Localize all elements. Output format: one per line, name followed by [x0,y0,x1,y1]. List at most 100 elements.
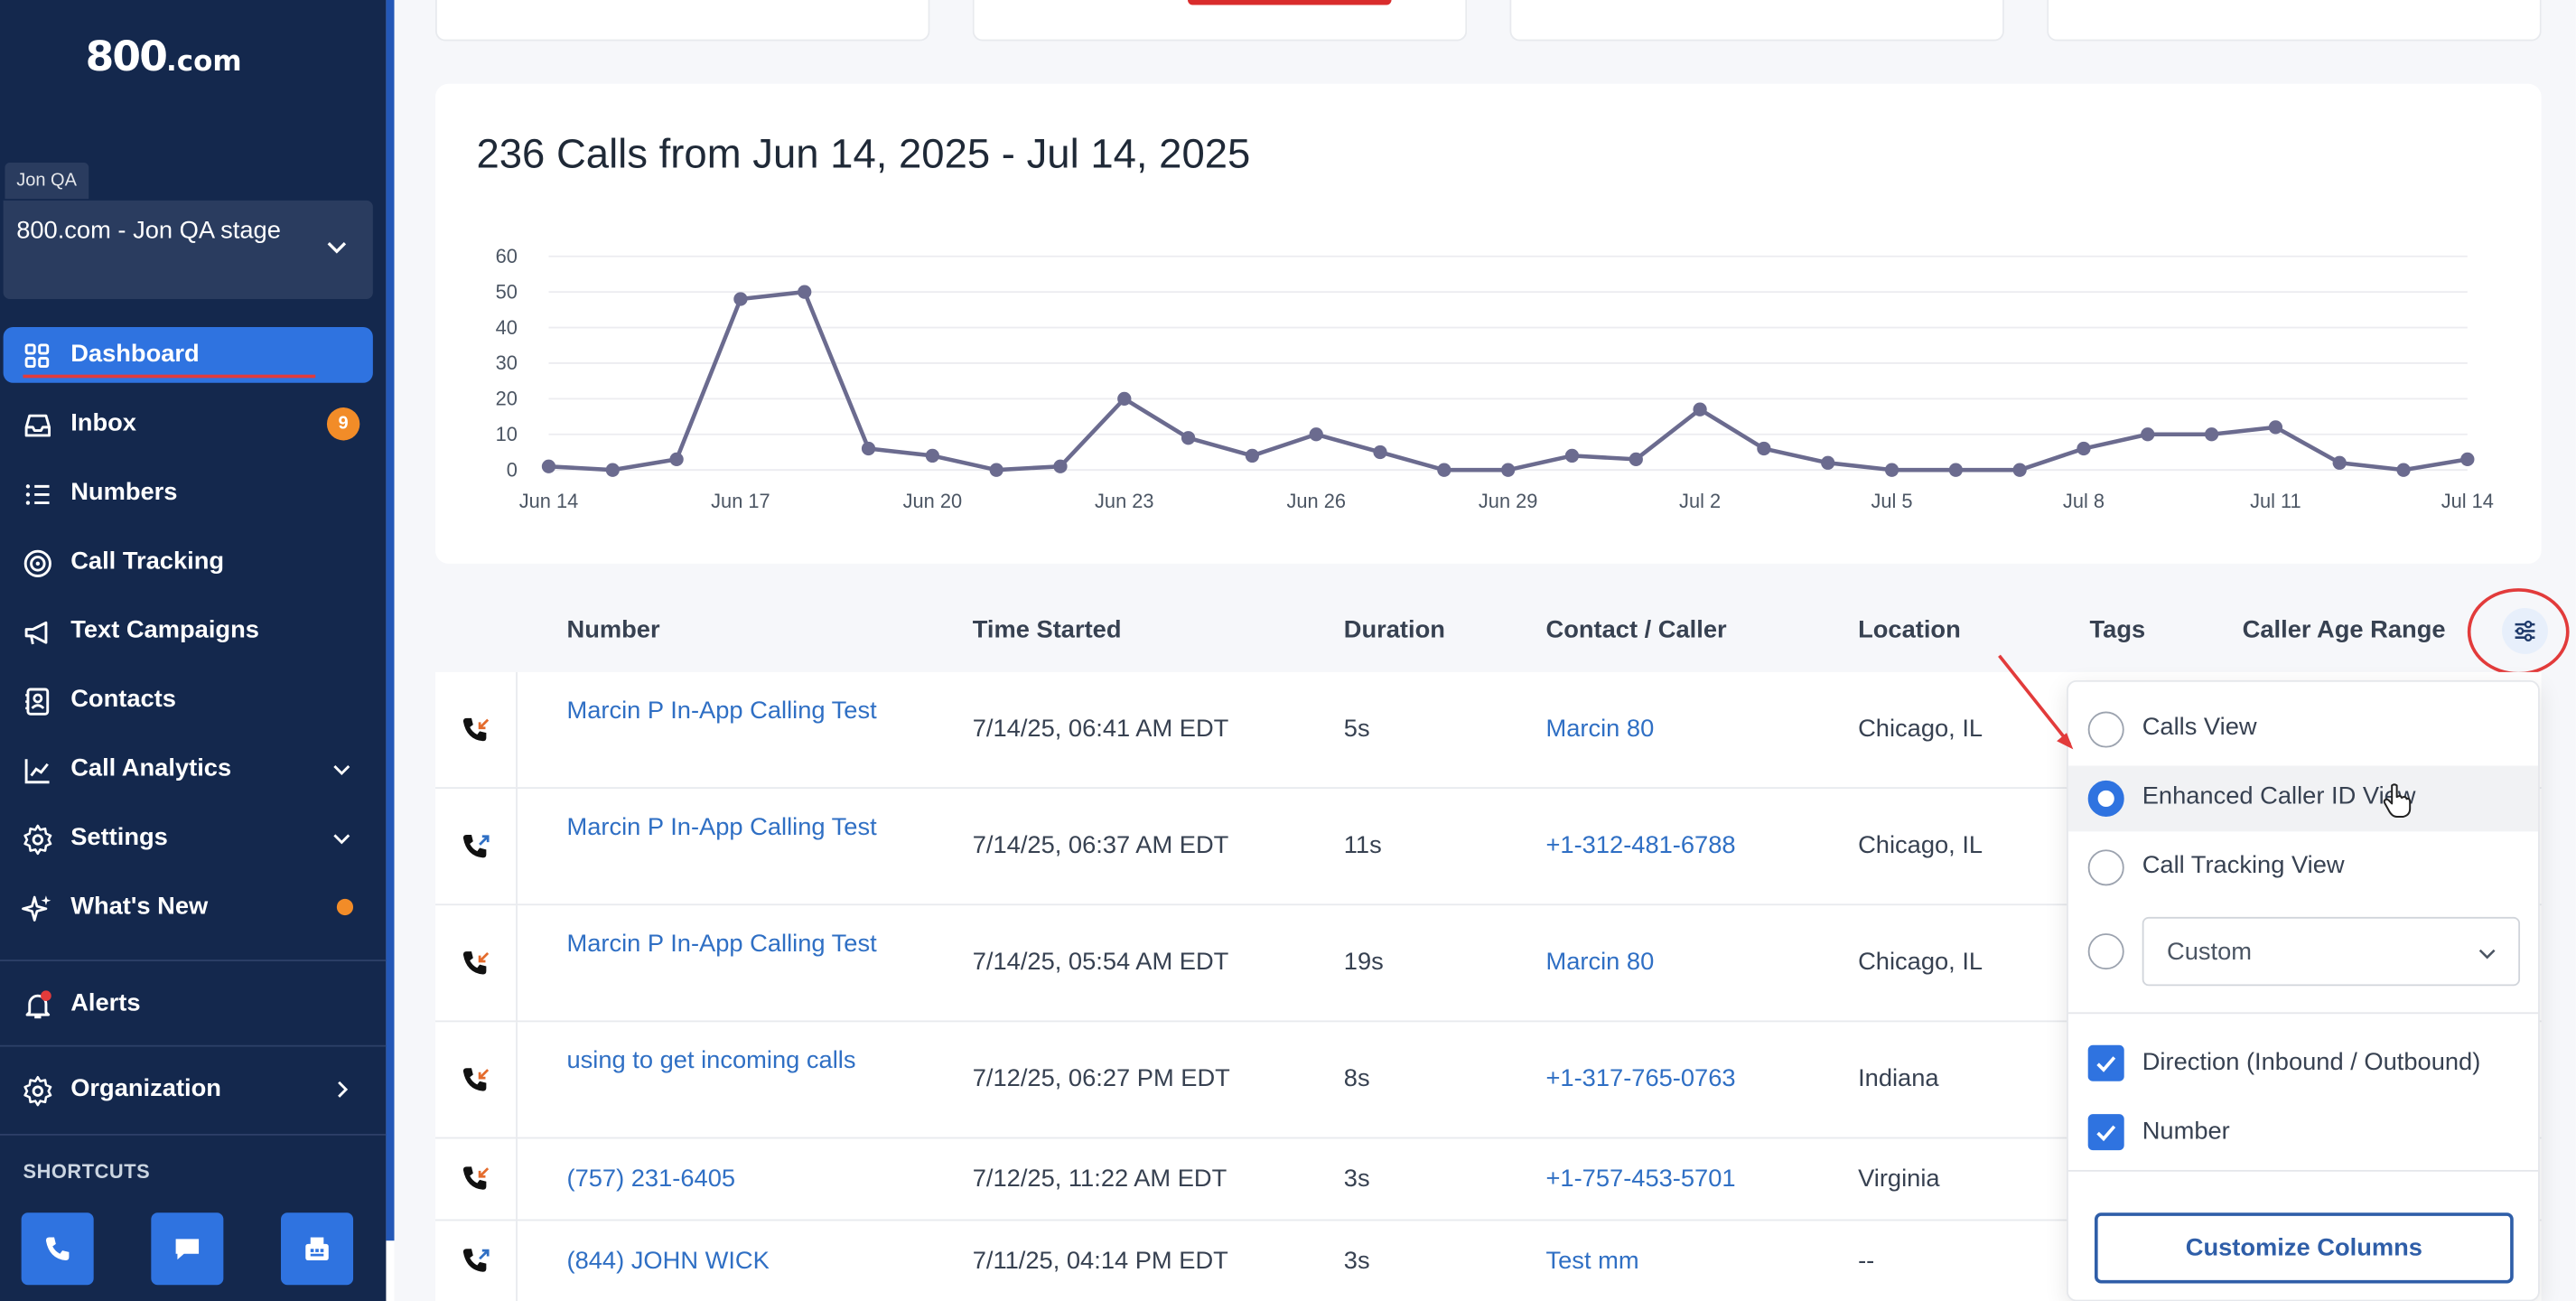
inbound-call-icon [462,1068,490,1091]
shortcut-fax-button[interactable] [281,1212,354,1286]
call-contact-link[interactable]: Test mm [1545,1247,1639,1276]
sidebar-item-label: Organization [70,1074,221,1103]
call-number-link[interactable]: (757) 231-6405 [566,1165,736,1193]
data-point [1948,463,1963,477]
x-tick-label: Jun 29 [1479,490,1538,512]
table-row[interactable]: (844) JOHN WICK 7/11/25, 04:14 PM EDT 3s… [435,1221,2542,1301]
sidebar-item-contacts[interactable]: Contacts [4,672,373,728]
view-option-enhanced-caller-id[interactable]: Enhanced Caller ID View [2067,765,2539,832]
data-point [1053,459,1068,473]
account-name: 800.com - Jon QA stage [16,217,281,246]
data-point [2396,463,2411,477]
header-caller-age[interactable]: Caller Age Range [2242,616,2446,644]
outbound-call-icon [462,834,490,858]
call-number-link[interactable]: (844) JOHN WICK [566,1247,770,1276]
call-location: Chicago, IL [1858,948,1983,977]
option-label: Call Tracking View [2142,851,2345,880]
sidebar-item-settings[interactable]: Settings [4,810,373,866]
data-point [1693,402,1707,417]
call-number-link[interactable]: Marcin P In-App Calling Test [566,697,877,725]
call-time: 7/11/25, 04:14 PM EDT [972,1247,1228,1276]
sidebar-item-label: Alerts [70,988,141,1017]
sidebar-item-label: Inbox [70,408,136,437]
radio-button[interactable] [2087,711,2124,748]
call-location: Chicago, IL [1858,831,1983,860]
direction-cell [435,671,518,788]
data-point [2332,455,2347,470]
sidebar-item-dashboard[interactable]: Dashboard [3,326,373,383]
table-row[interactable]: Marcin P In-App Calling Test 7/14/25, 05… [434,905,2542,1023]
radio-button[interactable] [2087,933,2124,970]
customize-columns-button[interactable]: Customize Columns [2094,1212,2514,1284]
sidebar-item-call-tracking[interactable]: Call Tracking [4,534,373,590]
table-row[interactable]: using to get incoming calls 7/12/25, 06:… [434,1022,2542,1139]
calls-chart-card: 236 Calls from Jun 14, 2025 - Jul 14, 20… [434,83,2542,564]
direction-cell [435,789,518,904]
account-switcher[interactable]: 800.com - Jon QA stage [3,200,373,300]
outbound-call-icon [462,1249,490,1272]
dashboard-icon [24,343,50,369]
header-duration[interactable]: Duration [1343,616,1445,644]
sidebar-item-inbox[interactable]: Inbox 9 [4,396,373,452]
x-tick-label: Jul 8 [2063,490,2105,512]
header-contact[interactable]: Contact / Caller [1545,616,1727,644]
shortcut-message-button[interactable] [151,1212,224,1286]
x-tick-label: Jul 11 [2250,490,2301,512]
sidebar-item-label: Text Campaigns [70,616,259,644]
x-tick-label: Jun 17 [711,490,770,512]
call-contact-link[interactable]: Marcin 80 [1545,948,1655,977]
sidebar-item-label: Dashboard [70,340,200,369]
data-point [2012,463,2027,477]
data-point [541,459,556,473]
view-option-custom[interactable] [2068,919,2538,985]
data-point [1373,445,1387,460]
direction-checkbox[interactable] [2087,1044,2124,1081]
custom-view-value: Custom [2166,938,2253,967]
view-option-calls[interactable]: Calls View [2068,697,2538,763]
table-row[interactable]: (757) 231-6405 7/12/25, 11:22 AM EDT 3s … [434,1138,2542,1221]
call-contact-link[interactable]: +1-317-765-0763 [1545,1064,1736,1093]
custom-view-select[interactable]: Custom [2142,916,2521,987]
header-tags[interactable]: Tags [2089,616,2146,644]
data-point [798,285,812,299]
radio-button[interactable] [2087,849,2124,886]
shortcut-call-button[interactable] [21,1212,94,1286]
table-row[interactable]: Marcin P In-App Calling Test 7/14/25, 06… [434,671,2542,790]
account-tag: Jon QA [5,163,89,200]
sidebar-divider [0,959,387,961]
table-row[interactable]: Marcin P In-App Calling Test 7/14/25, 06… [434,789,2542,906]
data-point [1629,452,1643,466]
call-contact-link[interactable]: Marcin 80 [1545,715,1655,744]
summary-card [1509,0,2004,42]
call-number-link[interactable]: Marcin P In-App Calling Test [566,813,877,842]
inbound-call-icon [462,1166,490,1190]
sidebar-item-call-analytics[interactable]: Call Analytics [4,741,373,797]
shortcuts-heading: SHORTCUTS [23,1160,151,1184]
hand-cursor-icon [2383,783,2412,818]
y-tick-label: 20 [496,388,518,410]
header-location[interactable]: Location [1858,616,1961,644]
radio-button-selected[interactable] [2087,780,2124,817]
header-number[interactable]: Number [566,616,660,644]
sidebar-item-label: Numbers [70,478,178,507]
sidebar-item-organization[interactable]: Organization [4,1062,373,1118]
call-number-link[interactable]: using to get incoming calls [566,1046,856,1075]
view-option-call-tracking[interactable]: Call Tracking View [2068,835,2538,901]
call-duration: 5s [1343,715,1370,744]
number-checkbox[interactable] [2087,1114,2124,1151]
sidebar-item-whats-new[interactable]: What's New [4,879,373,935]
sidebar-item-label: What's New [70,892,209,921]
sidebar-item-numbers[interactable]: Numbers [4,465,373,521]
call-contact-link[interactable]: +1-312-481-6788 [1545,831,1736,860]
header-time-started[interactable]: Time Started [972,616,1122,644]
brand-logo[interactable]: 800.com [85,33,242,81]
call-contact-link[interactable]: +1-757-453-5701 [1545,1165,1736,1193]
sidebar-item-alerts[interactable]: Alerts [4,976,373,1032]
annotation-circle [2467,588,2570,676]
y-tick-label: 30 [496,351,518,374]
call-number-link[interactable]: Marcin P In-App Calling Test [566,930,877,959]
sidebar-item-text-campaigns[interactable]: Text Campaigns [4,603,373,659]
data-point [669,452,684,466]
call-duration: 8s [1343,1064,1370,1093]
call-time: 7/14/25, 06:37 AM EDT [972,831,1229,860]
